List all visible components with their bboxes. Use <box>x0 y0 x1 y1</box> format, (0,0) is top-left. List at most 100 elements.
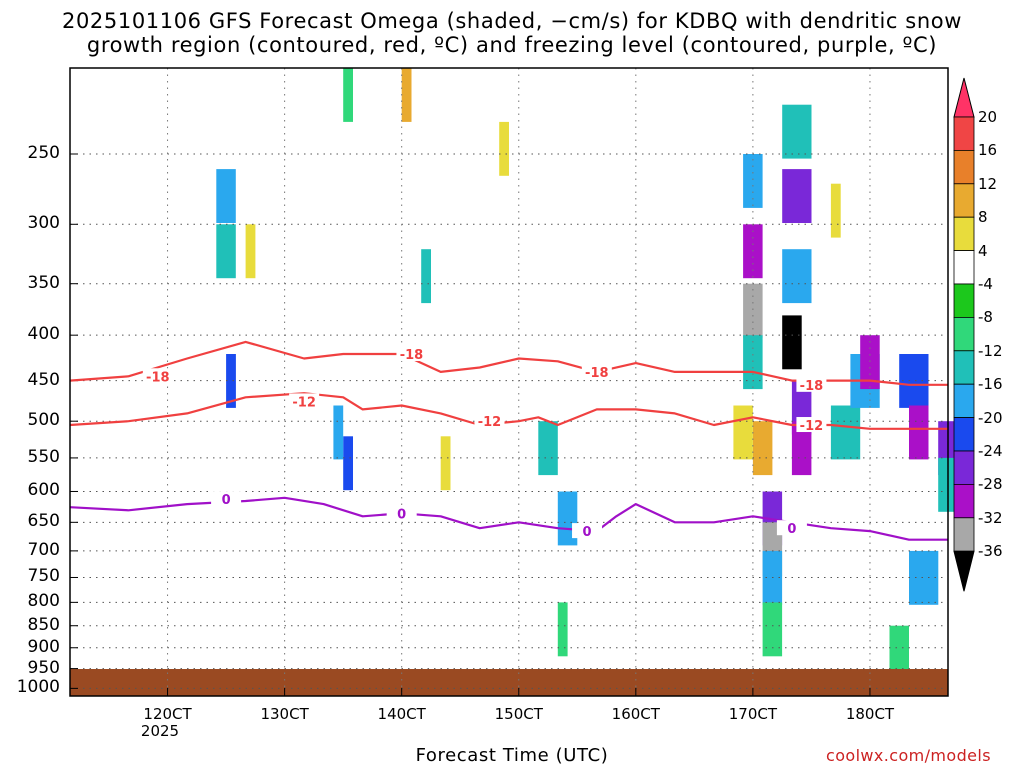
omega-cell <box>343 68 353 122</box>
omega-cell <box>635 550 646 605</box>
y-tick-label: 1000 <box>16 677 60 698</box>
omega-cell <box>782 169 812 223</box>
chart-title-line1: 2025101106 GFS Forecast Omega (shaded, −… <box>62 9 962 33</box>
omega-cell <box>245 224 256 279</box>
contour-label-bg <box>289 393 320 409</box>
contour-label-bg <box>796 376 827 392</box>
omega-cell <box>499 121 509 176</box>
omega-cell <box>860 335 880 390</box>
y-tick-label: 750 <box>27 566 60 587</box>
colorbar-segment <box>953 383 975 419</box>
y-tick-label: 850 <box>27 614 60 635</box>
omega-cell <box>791 421 812 476</box>
colorbar-segment <box>953 216 975 251</box>
omega-cell <box>343 436 353 491</box>
omega-cell <box>782 315 802 370</box>
contour-label-bg <box>581 363 612 379</box>
y-tick-label: 800 <box>27 591 60 612</box>
colorbar-tick-label: -36 <box>978 542 1003 561</box>
colorbar-tick-label: -32 <box>978 508 1003 527</box>
x-tick-label: 130CT <box>260 705 309 723</box>
colorbar-segment <box>953 250 975 285</box>
omega-cell <box>333 405 344 460</box>
contour-label-bg <box>396 345 427 361</box>
colorbar-tick-label: -28 <box>978 475 1003 494</box>
contour-label-bg <box>474 413 505 429</box>
colorbar-segment <box>953 350 975 385</box>
contour-label: -12 <box>800 419 824 434</box>
colorbar-segment <box>953 417 975 452</box>
x-tick-label: 180CT <box>845 705 895 723</box>
omega-cell <box>743 335 763 390</box>
omega-cell <box>782 249 812 304</box>
contour-label: 0 <box>787 522 796 537</box>
omega-cell <box>401 436 422 491</box>
grid-layer <box>70 68 948 696</box>
omega-cell <box>421 249 431 304</box>
y-tick-label: 350 <box>27 272 60 293</box>
colorbar-tick-label: 4 <box>978 241 988 260</box>
contour-label: -18 <box>800 379 824 394</box>
ground-layer <box>70 669 948 696</box>
colorbar-tick-label: -8 <box>978 308 993 327</box>
colorbar-tick-label: 8 <box>978 208 988 227</box>
colorbar-segment <box>953 517 975 552</box>
colorbar-segment <box>953 149 975 185</box>
colorbar-bottom-triangle <box>953 550 975 592</box>
credit-text: coolwx.com/models <box>826 746 991 765</box>
contour-label-bg <box>796 417 827 433</box>
omega-cell <box>216 169 236 223</box>
y-tick-label: 500 <box>27 410 60 431</box>
y-tick-label: 650 <box>27 511 60 532</box>
contour-label: -18 <box>585 366 609 381</box>
omega-cell <box>401 68 412 122</box>
contour-label-bg <box>572 523 603 539</box>
colorbar-segment <box>953 183 975 218</box>
colorbar-tick-label: 16 <box>978 141 998 160</box>
contour-layer: -18 -18 -18 -18 -12 -12 -12 0 0 0 0 <box>69 340 948 541</box>
omega-cell <box>870 602 880 657</box>
contour-label-bg <box>776 520 807 536</box>
colorbar-segment <box>953 116 975 151</box>
chart-title-line2: growth region (contoured, red, ºC) and f… <box>86 33 938 57</box>
colorbar-segment <box>953 316 975 352</box>
contour-label: -12 <box>292 395 316 410</box>
x-tick-label: 120CT <box>143 705 192 723</box>
omega-cell <box>538 421 558 476</box>
colorbar-tick-label: -12 <box>978 341 1003 360</box>
omega-cell <box>782 104 812 159</box>
colorbar-tick-label: -20 <box>978 408 1003 427</box>
x-tick-label: 170CT <box>728 705 778 723</box>
omega-cell <box>743 283 763 338</box>
x-tick-label: 150CT <box>494 705 543 723</box>
omega-cell <box>216 224 236 279</box>
omega-cell <box>830 183 841 238</box>
omega-cell <box>889 625 909 680</box>
colorbar <box>953 77 975 592</box>
y-tick-label: 550 <box>27 446 60 467</box>
y-tick-label: 250 <box>27 143 60 163</box>
omega-cell <box>752 421 773 476</box>
colorbar-segment <box>953 283 975 318</box>
y-tick-label: 900 <box>27 636 60 657</box>
contour-label-bg <box>211 491 242 507</box>
omega-cell <box>899 354 929 408</box>
y-tick-label: 700 <box>27 539 60 560</box>
omega-cell <box>128 249 139 304</box>
omega-cell <box>762 602 783 657</box>
omega-cell <box>616 121 627 176</box>
plot-frame <box>69 67 949 697</box>
contour-label: 0 <box>397 507 406 522</box>
year-label: 2025 <box>140 722 180 740</box>
contour-label: 0 <box>222 493 231 508</box>
omega-shading-layer <box>128 68 958 680</box>
omega-cell <box>733 405 753 460</box>
y-tick-label: 300 <box>27 213 60 234</box>
contour-label-bg <box>386 505 417 521</box>
omega-cell <box>909 405 929 460</box>
contour-label: -18 <box>400 348 424 363</box>
omega-cell <box>909 550 939 605</box>
omega-cell <box>479 121 500 176</box>
contour-label: 0 <box>583 525 592 540</box>
